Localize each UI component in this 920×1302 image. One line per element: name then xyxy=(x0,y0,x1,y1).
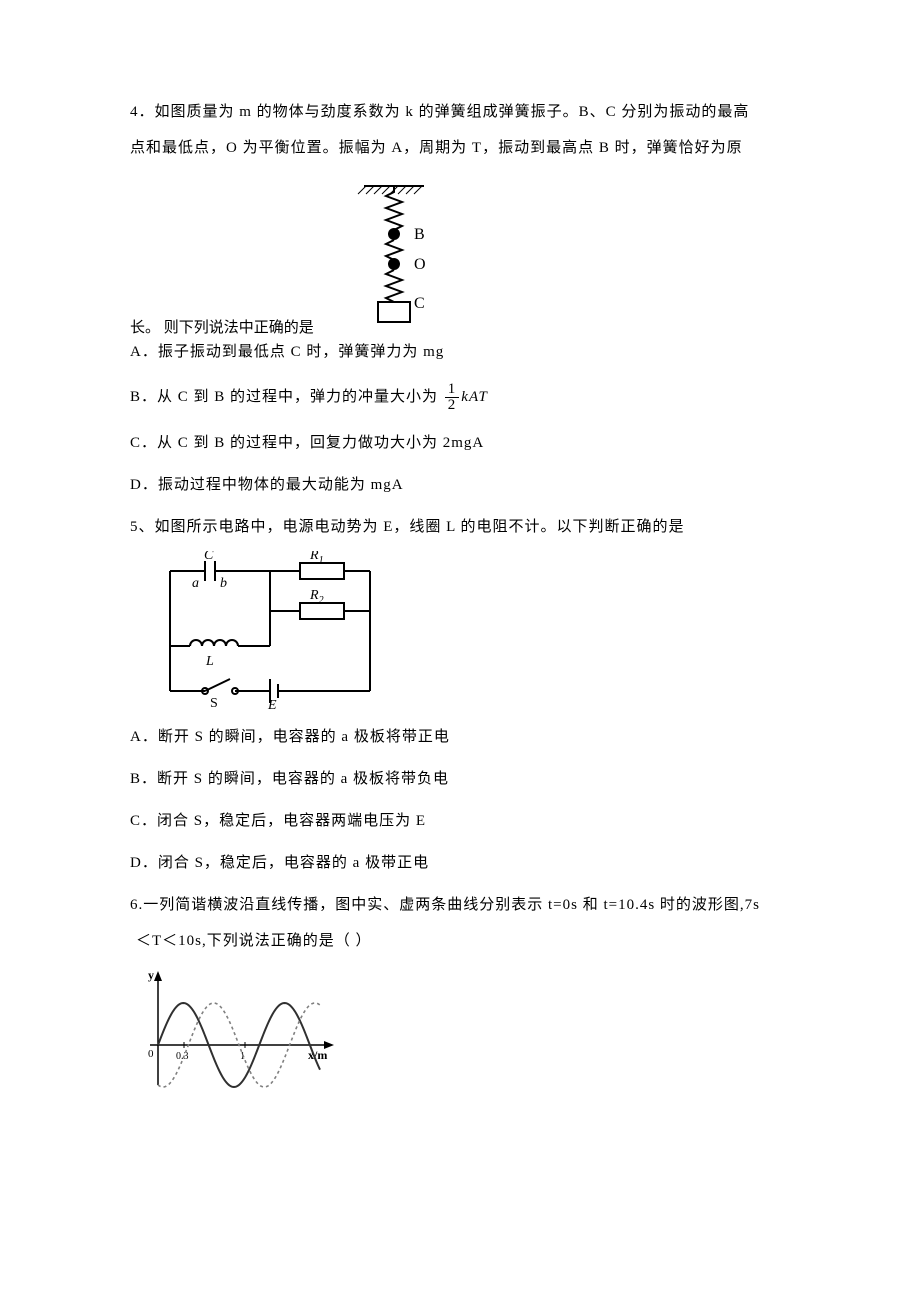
q6-origin: 0 xyxy=(148,1048,154,1060)
q5-label-b: b xyxy=(220,576,227,591)
q4-optB-frac: 1 2 xyxy=(445,382,460,413)
q5-optA: A．断开 S 的瞬间，电容器的 a 极板将带正电 xyxy=(130,725,790,749)
q6-tick-0.3: 0.3 xyxy=(176,1051,189,1062)
q4-optB-suffix: kAT xyxy=(461,389,488,405)
q4-stem-line1: 4．如图质量为 m 的物体与劲度系数为 k 的弹簧组成弹簧振子。B、C 分别为振… xyxy=(130,100,790,124)
q4-label-C: C xyxy=(414,295,425,312)
q4-stem-line2: 点和最低点，O 为平衡位置。振幅为 A，周期为 T，振动到最高点 B 时，弹簧恰… xyxy=(130,136,790,160)
q5-label-C: C xyxy=(204,551,214,563)
q5-optB: B．断开 S 的瞬间，电容器的 a 极板将带负电 xyxy=(130,767,790,791)
page: 4．如图质量为 m 的物体与劲度系数为 k 的弹簧组成弹簧振子。B、C 分别为振… xyxy=(0,0,920,1302)
q5-label-E: E xyxy=(267,698,277,711)
q6-axis-y: y xyxy=(148,968,154,982)
q5-optC: C．闭合 S，稳定后，电容器两端电压为 E xyxy=(130,809,790,833)
q4-label-O: O xyxy=(414,256,426,273)
q5-figure: a b C R1 R2 L S E xyxy=(150,551,790,711)
q5-optD: D．闭合 S，稳定后，电容器的 a 极带正电 xyxy=(130,851,790,875)
q4-frac-den: 2 xyxy=(445,398,460,413)
q4-frac-num: 1 xyxy=(445,382,460,398)
q4-optC: C．从 C 到 B 的过程中，回复力做功大小为 2mgA xyxy=(130,431,790,455)
q5-label-L: L xyxy=(205,654,214,669)
q4-optB: B．从 C 到 B 的过程中，弹力的冲量大小为 1 2 kAT xyxy=(130,382,790,413)
q4-optD: D．振动过程中物体的最大动能为 mgA xyxy=(130,473,790,497)
q4-label-B: B xyxy=(414,226,425,243)
q6-stem-line1: 6.一列简谐横波沿直线传播，图中实、虚两条曲线分别表示 t=0s 和 t=10.… xyxy=(130,893,790,917)
q6-figure: y x/m 0 0.3 1 xyxy=(140,965,790,1095)
q4-figure: B O C xyxy=(344,176,444,336)
q4-stem-line3-row: 长。 则下列说法中正确的是 xyxy=(130,172,790,340)
q4-optA: A．振子振动到最低点 C 时，弹簧弹力为 mg xyxy=(130,340,790,364)
q5-label-S: S xyxy=(210,696,218,711)
q4-stem-line3-prefix: 长。 则下列说法中正确的是 xyxy=(130,316,314,340)
q4-optB-prefix: B．从 C 到 B 的过程中，弹力的冲量大小为 xyxy=(130,389,438,405)
q5-stem: 5、如图所示电路中，电源电动势为 E，线圈 L 的电阻不计。以下判断正确的是 xyxy=(130,515,790,539)
q5-label-a: a xyxy=(192,576,199,591)
q6-stem-line2: ＜T＜10s,下列说法正确的是（ ） xyxy=(136,929,790,953)
